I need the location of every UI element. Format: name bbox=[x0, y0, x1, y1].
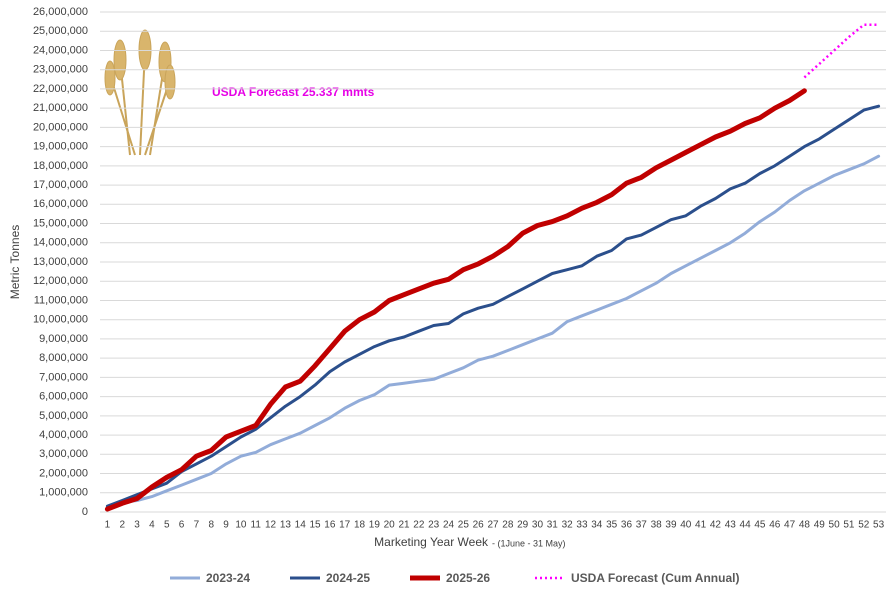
x-tick-label: 25 bbox=[458, 520, 470, 531]
x-axis-label: Marketing Year Week bbox=[374, 535, 489, 549]
y-tick-label: 11,000,000 bbox=[34, 294, 88, 306]
legend-label: USDA Forecast (Cum Annual) bbox=[571, 571, 739, 585]
y-tick-label: 1,000,000 bbox=[39, 487, 88, 499]
x-tick-label: 8 bbox=[208, 520, 214, 531]
y-tick-label: 6,000,000 bbox=[39, 391, 88, 403]
y-tick-label: 4,000,000 bbox=[39, 429, 88, 441]
x-tick-label: 17 bbox=[339, 520, 351, 531]
x-tick-label: 14 bbox=[295, 520, 307, 531]
x-tick-label: 4 bbox=[149, 520, 155, 531]
x-tick-label: 42 bbox=[710, 520, 722, 531]
x-tick-label: 53 bbox=[873, 520, 885, 531]
x-tick-label: 15 bbox=[309, 520, 321, 531]
y-tick-label: 0 bbox=[82, 506, 88, 518]
x-tick-label: 46 bbox=[769, 520, 781, 531]
y-tick-label: 24,000,000 bbox=[33, 44, 88, 56]
x-tick-label: 1 bbox=[105, 520, 111, 531]
x-tick-label: 38 bbox=[651, 520, 663, 531]
x-tick-label: 16 bbox=[324, 520, 336, 531]
series-line bbox=[105, 104, 881, 508]
x-tick-label: 39 bbox=[665, 520, 677, 531]
x-tick-label: 22 bbox=[413, 520, 425, 531]
x-tick-label: 36 bbox=[621, 520, 633, 531]
x-tick-label: 20 bbox=[384, 520, 396, 531]
x-tick-label: 12 bbox=[265, 520, 277, 531]
legend-label: 2023-24 bbox=[206, 571, 250, 585]
y-tick-label: 10,000,000 bbox=[33, 314, 88, 326]
x-tick-label: 43 bbox=[725, 520, 737, 531]
y-tick-label: 13,000,000 bbox=[33, 256, 88, 268]
x-tick-label: 27 bbox=[487, 520, 499, 531]
y-tick-label: 23,000,000 bbox=[33, 64, 88, 76]
y-tick-label: 16,000,000 bbox=[33, 198, 88, 210]
x-tick-label: 34 bbox=[591, 520, 603, 531]
x-tick-label: 40 bbox=[680, 520, 692, 531]
y-tick-label: 7,000,000 bbox=[39, 371, 88, 383]
x-tick-label: 19 bbox=[369, 520, 381, 531]
x-tick-label: 26 bbox=[473, 520, 485, 531]
x-tick-label: 37 bbox=[636, 520, 648, 531]
legend-label: 2025-26 bbox=[446, 571, 490, 585]
x-tick-label: 33 bbox=[576, 520, 588, 531]
x-tick-label: 9 bbox=[223, 520, 229, 531]
y-tick-label: 22,000,000 bbox=[33, 83, 88, 95]
x-tick-label: 21 bbox=[398, 520, 410, 531]
y-tick-label: 26,000,000 bbox=[33, 6, 88, 18]
y-tick-label: 21,000,000 bbox=[33, 102, 88, 114]
x-tick-label: 50 bbox=[829, 520, 841, 531]
x-tick-label: 11 bbox=[251, 520, 262, 531]
x-tick-label: 28 bbox=[502, 520, 514, 531]
x-tick-label: 3 bbox=[134, 520, 140, 531]
x-tick-label: 32 bbox=[562, 520, 574, 531]
x-tick-label: 29 bbox=[517, 520, 529, 531]
y-tick-label: 20,000,000 bbox=[33, 121, 88, 133]
x-tick-label: 49 bbox=[814, 520, 826, 531]
y-tick-label: 17,000,000 bbox=[33, 179, 88, 191]
x-axis-note: - (1June - 31 May) bbox=[492, 538, 566, 548]
y-tick-label: 15,000,000 bbox=[33, 217, 88, 229]
y-tick-label: 2,000,000 bbox=[39, 467, 88, 479]
x-tick-label: 51 bbox=[843, 520, 855, 531]
x-tick-label: 5 bbox=[164, 520, 170, 531]
series-line bbox=[803, 23, 879, 79]
x-tick-label: 23 bbox=[428, 520, 440, 531]
x-tick-label: 10 bbox=[235, 520, 247, 531]
y-axis-label: Metric Tonnes bbox=[8, 225, 22, 299]
x-tick-label: 48 bbox=[799, 520, 811, 531]
y-tick-label: 14,000,000 bbox=[33, 237, 88, 249]
x-tick-label: 45 bbox=[754, 520, 766, 531]
series-line bbox=[104, 88, 807, 512]
y-tick-label: 9,000,000 bbox=[39, 333, 88, 345]
x-tick-label: 52 bbox=[858, 520, 870, 531]
x-tick-label: 31 bbox=[547, 520, 559, 531]
legend-label: 2024-25 bbox=[326, 571, 370, 585]
y-tick-label: 3,000,000 bbox=[39, 448, 88, 460]
y-tick-label: 12,000,000 bbox=[33, 275, 88, 287]
wheat-icon bbox=[104, 29, 176, 156]
x-tick-label: 6 bbox=[179, 520, 185, 531]
x-tick-label: 18 bbox=[354, 520, 366, 531]
x-tick-label: 30 bbox=[532, 520, 544, 531]
y-tick-label: 5,000,000 bbox=[39, 410, 88, 422]
y-tick-label: 25,000,000 bbox=[33, 25, 88, 37]
x-tick-label: 7 bbox=[194, 520, 200, 531]
x-tick-label: 2 bbox=[119, 520, 125, 531]
x-tick-label: 24 bbox=[443, 520, 455, 531]
x-tick-label: 44 bbox=[740, 520, 752, 531]
x-tick-label: 47 bbox=[784, 520, 796, 531]
annotation: USDA Forecast 25.337 mmts bbox=[212, 85, 375, 99]
y-tick-label: 8,000,000 bbox=[39, 352, 88, 364]
y-tick-label: 19,000,000 bbox=[33, 141, 88, 153]
series-line bbox=[105, 154, 881, 510]
x-tick-label: 13 bbox=[280, 520, 292, 531]
y-tick-label: 18,000,000 bbox=[33, 160, 88, 172]
x-tick-label: 41 bbox=[695, 520, 707, 531]
x-tick-label: 35 bbox=[606, 520, 618, 531]
